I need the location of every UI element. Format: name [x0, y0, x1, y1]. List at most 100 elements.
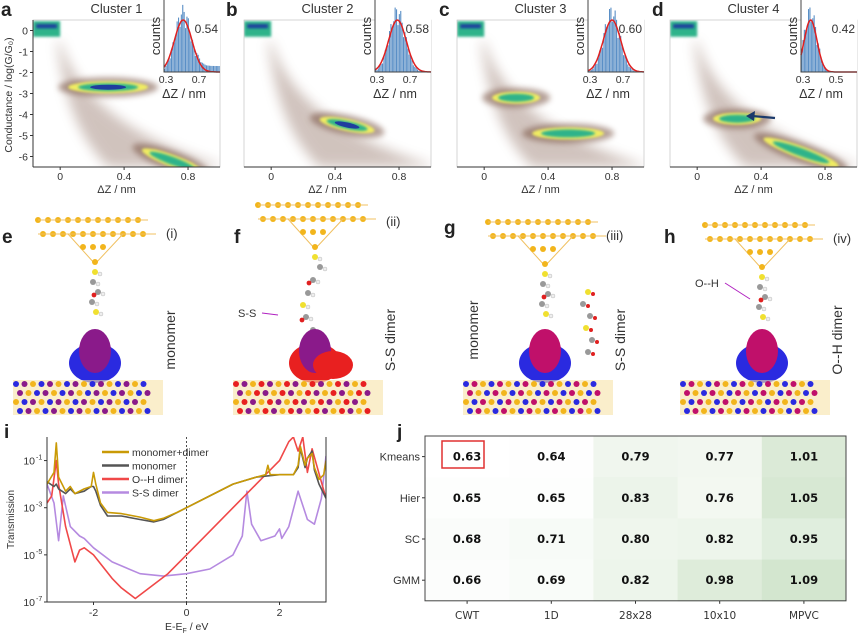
density-contact-core	[673, 24, 694, 29]
table-cell	[509, 436, 594, 478]
histogram-bar	[632, 70, 634, 72]
density-map	[457, 21, 644, 167]
histogram-bar	[172, 42, 174, 72]
table-cell	[677, 477, 763, 519]
x-tick-label: 0.4	[117, 171, 132, 183]
histogram-bar	[165, 65, 167, 72]
histogram-bar	[819, 48, 821, 72]
table-cell	[509, 477, 594, 519]
molecule	[756, 274, 773, 322]
x-tick-label: 0.4	[328, 171, 343, 183]
histogram-bar	[812, 18, 814, 72]
series-line-o-h-dimer	[47, 437, 326, 600]
configuration-roman-label: (i)	[166, 226, 178, 241]
table-cell-value: 1.01	[790, 450, 818, 464]
x-axis-label: ΔZ / nm	[308, 184, 347, 196]
histogram-bar	[214, 65, 216, 72]
molecule	[539, 271, 599, 356]
conductance-heatmaps: Cluster 1 0 0.4 0.8 ΔZ / nm 0 -1 -2 -3 -4 -5 -6 0.54…	[19, 0, 858, 196]
histogram-bar	[414, 66, 416, 72]
panel-label-c: c	[439, 0, 450, 21]
inset-histogram: 0.54 counts 0.3 0.7ΔZ / nm	[148, 0, 220, 101]
histogram-bar	[803, 29, 805, 72]
x-tick-label: 0.8	[392, 171, 407, 183]
density-contact-core	[247, 24, 268, 29]
histogram-bar	[607, 24, 609, 72]
annotation-arrow-icon	[261, 312, 279, 316]
row-label: SC	[405, 534, 420, 546]
inset-histogram: 0.58 counts 0.3 0.7ΔZ / nm	[359, 0, 432, 101]
inset-y-label: counts	[785, 16, 800, 55]
histogram-bar	[816, 44, 818, 72]
histogram-bar	[180, 14, 182, 72]
legend-label: monomer+dimer	[132, 447, 209, 459]
histogram-bar	[390, 24, 392, 73]
histogram-bar	[171, 49, 173, 72]
inset-axes	[374, 0, 431, 73]
density-cluster	[482, 87, 551, 108]
histogram-bar	[822, 63, 824, 72]
table-cell-value: 0.79	[621, 450, 649, 464]
orbital-isosurface	[519, 329, 571, 383]
histogram-bar	[616, 19, 618, 72]
panel-label-f: f	[234, 227, 241, 248]
panel-label-j: j	[396, 422, 402, 443]
histogram-bar	[415, 67, 417, 72]
legend-label: S-S dimer	[132, 488, 179, 500]
y-tick-label: -5	[19, 131, 28, 143]
inset-histogram: 0.42 counts 0.3 0.5ΔZ / nm	[785, 0, 857, 101]
table-cell-value: 0.71	[537, 532, 565, 546]
histogram-bar	[208, 65, 210, 72]
x-tick-label: 0.8	[181, 171, 196, 183]
row-label: Kmeans	[380, 452, 421, 464]
bond-annotation: O--H	[695, 278, 719, 290]
col-label: 28x28	[619, 610, 652, 622]
inset-x-tick: 0.3	[583, 74, 598, 86]
histogram-bar	[168, 60, 170, 72]
histogram-bar	[179, 26, 181, 73]
table-cell-value: 0.83	[621, 491, 649, 505]
molecule	[89, 269, 106, 317]
histogram-bar	[590, 70, 592, 72]
panel-label-e: e	[2, 227, 13, 248]
table-cell-value: 0.76	[706, 491, 734, 505]
histogram-bar	[375, 70, 377, 72]
gold-electrode-bottom	[233, 380, 383, 415]
histogram-bar	[394, 7, 396, 72]
histogram-bar	[417, 69, 419, 72]
table-cell-value: 0.80	[621, 532, 649, 546]
histogram-bar	[185, 28, 187, 72]
configuration-label-left: monomer	[465, 300, 481, 359]
gold-electrode-bottom	[680, 380, 830, 415]
histogram-bar	[204, 64, 206, 72]
histogram-bar	[412, 65, 414, 72]
inset-x-tick: 0.5	[829, 74, 844, 86]
table-cell	[677, 559, 763, 602]
histogram-bar	[610, 7, 612, 73]
table-cell	[593, 518, 679, 561]
inset-axes	[800, 0, 857, 73]
table-cell-value: 0.69	[537, 573, 565, 587]
table-cell	[677, 518, 763, 561]
orbital-isosurface	[289, 329, 353, 383]
histogram-bar	[418, 70, 420, 72]
gold-electrode-top	[702, 222, 823, 270]
series-lines	[47, 437, 326, 600]
histogram-bar	[187, 18, 189, 72]
col-label: 1D	[544, 610, 559, 622]
legend-label: monomer	[132, 461, 177, 473]
y-tick-exponent: -1	[36, 455, 42, 462]
histogram-bar	[169, 58, 171, 72]
histogram-bar	[173, 42, 175, 72]
gold-electrode-top	[35, 217, 156, 265]
inset-x-label: ΔZ / nm	[162, 87, 206, 101]
table-cell-value: 0.77	[706, 450, 734, 464]
gold-electrode-top	[485, 219, 606, 267]
density-haze	[267, 41, 431, 167]
histogram-bar	[400, 10, 402, 73]
panel-label-b: b	[226, 0, 238, 21]
histogram-bar	[611, 21, 613, 73]
histogram-bar	[178, 17, 180, 72]
